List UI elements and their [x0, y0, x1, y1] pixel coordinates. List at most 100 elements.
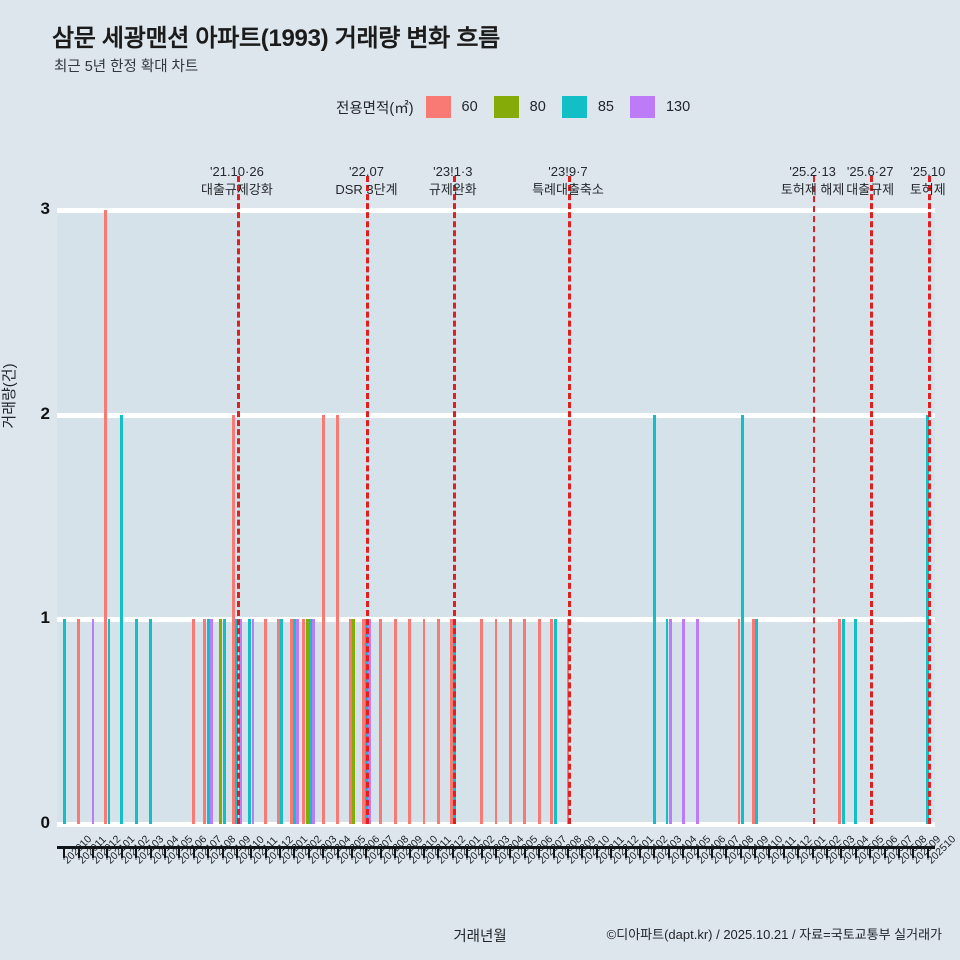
legend-swatch: [493, 96, 519, 118]
bar[interactable]: [91, 619, 95, 824]
bar[interactable]: [740, 414, 744, 824]
bar[interactable]: [408, 619, 412, 824]
legend-title: 전용면적(㎡): [336, 100, 414, 117]
bar[interactable]: [296, 619, 300, 824]
x-axis-tick: [77, 849, 80, 858]
bar[interactable]: [305, 619, 309, 824]
bar[interactable]: [238, 619, 242, 824]
bar[interactable]: [361, 619, 365, 824]
x-axis-tick: [408, 849, 411, 858]
bar[interactable]: [293, 619, 296, 824]
x-axis-tick: [192, 849, 195, 858]
bar[interactable]: [393, 619, 397, 824]
bar[interactable]: [149, 619, 152, 824]
bar[interactable]: [192, 619, 196, 824]
x-axis-tick: [250, 849, 253, 858]
x-axis-tick: [869, 849, 872, 858]
bar[interactable]: [302, 619, 306, 824]
bar[interactable]: [62, 619, 66, 824]
legend-item[interactable]: 85: [561, 96, 630, 118]
page-title: 삼문 세광맨션 아파트(1993) 거래량 변화 흐름: [52, 25, 500, 52]
bar[interactable]: [289, 619, 293, 824]
bar[interactable]: [537, 619, 541, 824]
bar[interactable]: [508, 619, 512, 824]
bar[interactable]: [206, 619, 210, 824]
bar[interactable]: [251, 619, 255, 824]
bar[interactable]: [352, 619, 356, 824]
x-axis-tick: [797, 849, 800, 858]
legend-item[interactable]: 130: [629, 96, 706, 118]
bar[interactable]: [276, 619, 280, 824]
footer-credit: ©디아파트(dapt.kr) / 2025.10.21 / 자료=국토교통부 실…: [606, 927, 942, 942]
bar[interactable]: [368, 619, 372, 824]
x-axis-tick: [523, 849, 526, 858]
bar[interactable]: [312, 619, 316, 824]
bar[interactable]: [222, 619, 226, 824]
x-axis-tick: [336, 849, 339, 858]
bar[interactable]: [309, 619, 312, 824]
plot-area: [57, 176, 935, 827]
bar[interactable]: [854, 619, 858, 824]
x-axis-tick: [495, 849, 497, 858]
bar[interactable]: [248, 619, 252, 824]
bar[interactable]: [104, 210, 108, 824]
bar[interactable]: [553, 619, 557, 824]
bar[interactable]: [235, 619, 239, 824]
bar[interactable]: [926, 414, 930, 824]
bar[interactable]: [365, 619, 368, 824]
bar[interactable]: [494, 619, 498, 824]
bar[interactable]: [264, 619, 268, 824]
x-axis-title: 거래년월: [453, 929, 507, 945]
bar[interactable]: [336, 414, 340, 824]
y-axis-title: 거래량(건): [1, 363, 18, 429]
bar[interactable]: [422, 619, 426, 824]
bar[interactable]: [668, 619, 672, 824]
bar[interactable]: [120, 414, 124, 824]
bar[interactable]: [210, 619, 213, 824]
x-axis-tick: [538, 849, 541, 858]
bar[interactable]: [841, 619, 845, 824]
bar[interactable]: [838, 619, 842, 824]
x-axis-tick: [379, 849, 382, 858]
bar[interactable]: [232, 414, 235, 824]
y-axis-tick-label: 3: [40, 199, 50, 218]
bar[interactable]: [480, 619, 484, 824]
bar[interactable]: [436, 619, 440, 824]
x-axis-tick: [725, 849, 728, 858]
bar[interactable]: [696, 619, 699, 824]
bar[interactable]: [77, 619, 81, 824]
bar[interactable]: [321, 414, 325, 824]
bar[interactable]: [652, 414, 656, 824]
bar[interactable]: [523, 619, 527, 824]
bar[interactable]: [219, 619, 223, 824]
event-marker-line: [812, 176, 815, 824]
x-axis-ticks: [57, 849, 935, 858]
bar[interactable]: [379, 619, 383, 824]
bar[interactable]: [449, 619, 453, 824]
bar[interactable]: [755, 619, 759, 824]
x-axis-tick: [912, 849, 915, 858]
bar[interactable]: [134, 619, 138, 824]
bar[interactable]: [280, 619, 284, 824]
x-axis-tick: [207, 849, 210, 858]
legend-swatch: [425, 96, 451, 118]
bar[interactable]: [107, 619, 111, 824]
legend-item[interactable]: 80: [493, 96, 562, 118]
x-axis-tick: [322, 849, 325, 858]
x-axis-tick: [394, 849, 397, 858]
bar[interactable]: [681, 619, 685, 824]
bar[interactable]: [550, 619, 554, 824]
x-axis-tick: [149, 849, 152, 858]
x-axis-tick: [811, 849, 814, 858]
x-axis-tick: [854, 849, 857, 858]
bar[interactable]: [737, 619, 741, 824]
bar[interactable]: [348, 619, 352, 824]
legend-item[interactable]: 60: [425, 96, 494, 118]
bar[interactable]: [751, 619, 755, 824]
bar[interactable]: [203, 619, 207, 824]
event-marker-line: [870, 176, 874, 824]
gridline: [57, 412, 935, 418]
bar[interactable]: [665, 619, 669, 824]
gridline: [57, 822, 935, 827]
